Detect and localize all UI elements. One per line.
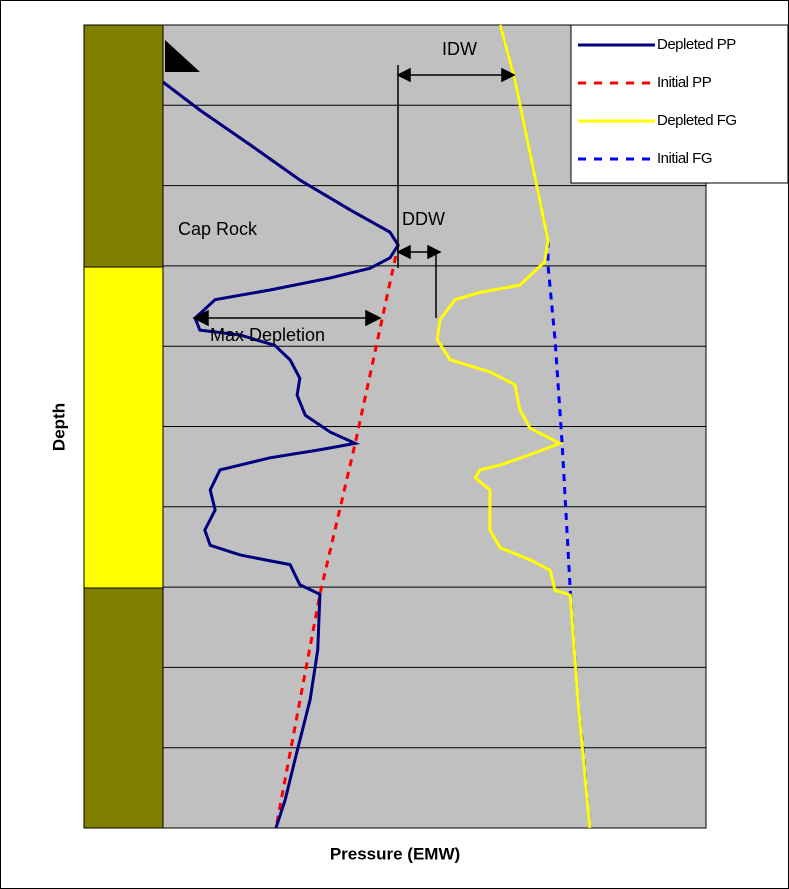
chart: IDW DDW Cap Rock Max Depletion Pressure … [0, 0, 789, 889]
x-axis-label: Pressure (EMW) [330, 844, 460, 863]
legend-label: Depleted PP [657, 36, 736, 53]
annotation: DDW [402, 209, 445, 229]
annotation: Max Depletion [210, 325, 325, 345]
y-axis-label: Depth [49, 403, 68, 451]
legend-label: Initial PP [657, 74, 712, 91]
annotation: IDW [442, 39, 477, 59]
legend-label: Initial FG [657, 150, 712, 167]
reservoir-layer [84, 267, 163, 588]
legend-label: Depleted FG [657, 112, 737, 129]
cap-rock-layer [84, 25, 163, 267]
base-layer [84, 588, 163, 828]
annotation: Cap Rock [178, 219, 258, 239]
